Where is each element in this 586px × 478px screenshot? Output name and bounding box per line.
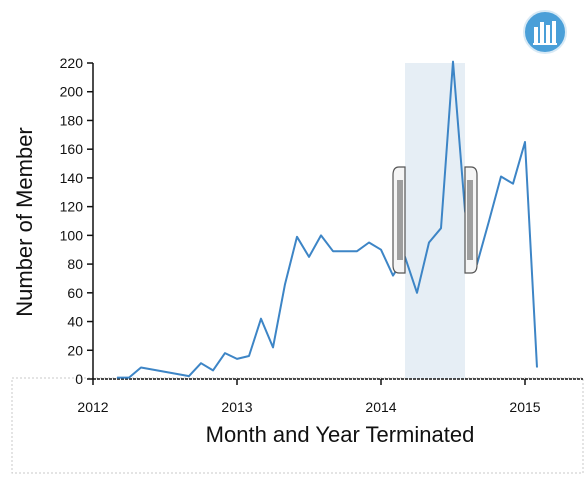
x-tick-label: 2015 bbox=[509, 399, 540, 415]
brush-handle-right[interactable] bbox=[464, 166, 478, 274]
y-tick-label: 180 bbox=[60, 112, 84, 128]
y-tick-label: 60 bbox=[67, 285, 83, 301]
brush-selection[interactable] bbox=[405, 63, 465, 379]
brush-handle-left[interactable] bbox=[392, 166, 406, 274]
y-tick-label: 160 bbox=[60, 141, 84, 157]
x-axis-ticks: 2012 2013 2014 2015 bbox=[77, 379, 541, 415]
y-tick-label: 80 bbox=[67, 256, 83, 272]
y-axis-ticks: 0 20 40 60 80 100 120 140 160 180 200 220 bbox=[60, 55, 93, 387]
x-axis-area-border bbox=[11, 377, 584, 474]
y-tick-label: 200 bbox=[60, 84, 84, 100]
x-tick-label: 2014 bbox=[365, 399, 396, 415]
y-tick-label: 140 bbox=[60, 170, 84, 186]
brush-handles[interactable] bbox=[392, 166, 478, 274]
x-tick-label: 2013 bbox=[221, 399, 252, 415]
y-tick-label: 120 bbox=[60, 199, 84, 215]
y-tick-label: 20 bbox=[67, 342, 83, 358]
y-tick-label: 40 bbox=[67, 314, 83, 330]
x-tick-label: 2012 bbox=[77, 399, 108, 415]
y-tick-label: 0 bbox=[75, 371, 83, 387]
x-axis-title: Month and Year Terminated bbox=[206, 422, 475, 447]
y-tick-label: 100 bbox=[60, 227, 84, 243]
bar-chart-icon[interactable] bbox=[523, 10, 567, 54]
y-tick-label: 220 bbox=[60, 55, 84, 71]
y-axis-title: Number of Member bbox=[12, 127, 37, 317]
